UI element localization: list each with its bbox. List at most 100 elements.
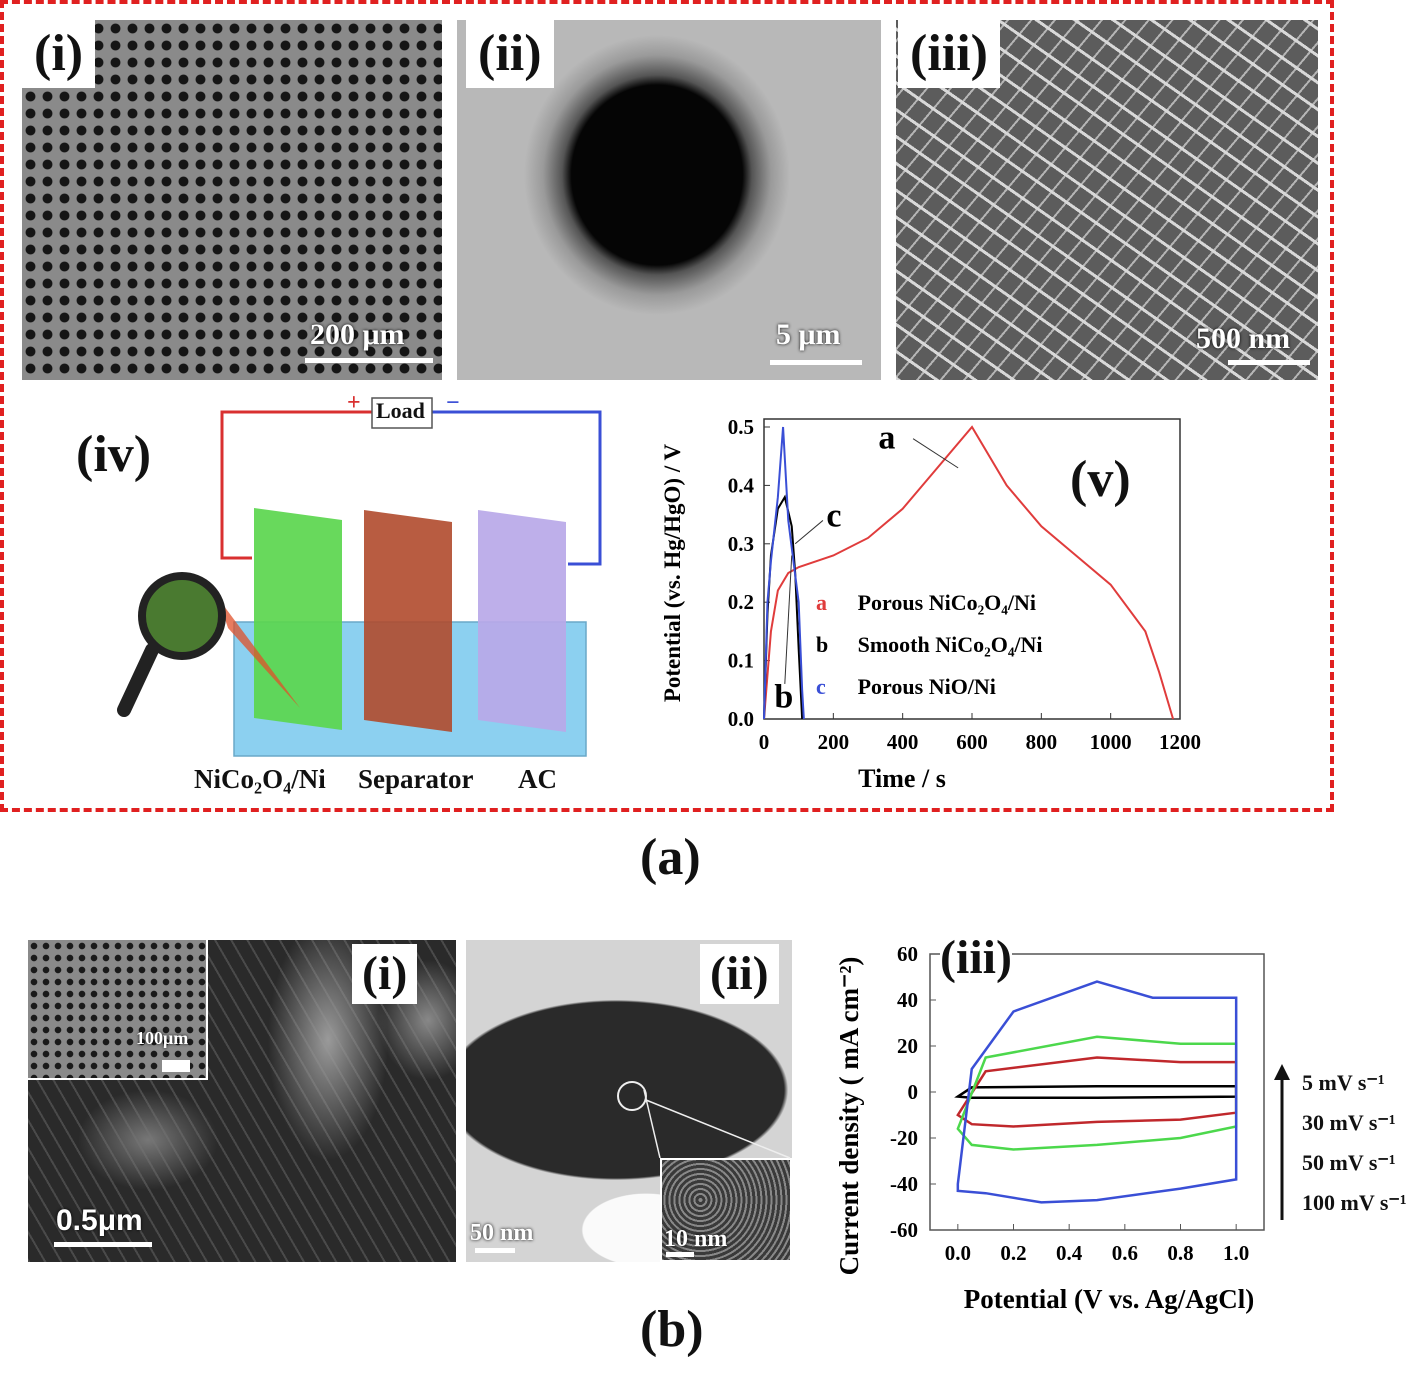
- scale-label: 0.5μm: [56, 1204, 143, 1237]
- separator-membrane: [364, 510, 452, 732]
- gcd-chart: 0 200 400 600 800 1000 1200 0.0 0.1 0.2 0.3 0.4 0.5 T…: [660, 415, 1201, 793]
- y-tick-label: 0.5: [728, 415, 754, 439]
- panel-a-iii-label: (iii): [898, 20, 1000, 88]
- negative-wire: [432, 410, 602, 566]
- y-tick-label: 60: [897, 942, 918, 966]
- legend-key: b: [816, 632, 828, 657]
- y-tick-label: -60: [890, 1218, 918, 1242]
- x-axis-label: Time / s: [858, 764, 946, 793]
- inset-scale-bar: [162, 1060, 190, 1072]
- scale-bar: [770, 360, 862, 365]
- panel-b-i-label: (i): [352, 944, 418, 1004]
- magnifier-icon: [138, 572, 226, 660]
- y-tick-label: 0.0: [728, 707, 754, 731]
- x-tick-label: 0: [759, 730, 770, 754]
- series-line-c: [763, 426, 805, 720]
- electrode-label-separator: Separator: [358, 764, 474, 794]
- scan-rate-label: 5 mV s⁻¹: [1302, 1070, 1385, 1095]
- y-tick-label: 0.2: [728, 590, 754, 614]
- tem-inset-lattice: [660, 1158, 792, 1262]
- annotation-arrow: [794, 520, 824, 545]
- y-tick-label: 0.1: [728, 649, 754, 673]
- scale-label: 50 nm: [470, 1220, 534, 1246]
- load-box: [371, 397, 433, 429]
- y-tick-label: 0: [908, 1080, 919, 1104]
- sem-image-single-pore: [457, 20, 881, 380]
- x-tick-label: 0.8: [1167, 1241, 1193, 1265]
- scan-rate-arrow-icon: [1274, 1064, 1290, 1220]
- magnifier-handle: [117, 643, 159, 717]
- scale-label: 5 μm: [776, 318, 841, 351]
- annotation-a: a: [878, 420, 895, 457]
- y-tick-label: 40: [897, 988, 918, 1012]
- cv-loop: [956, 1056, 1238, 1128]
- zoom-cone: [218, 598, 300, 708]
- annotation-arrow: [912, 438, 959, 469]
- panel-a-ii-label: (ii): [466, 20, 554, 88]
- positive-wire: [220, 410, 372, 560]
- annotation-c: c: [826, 497, 841, 534]
- x-tick-label: 200: [818, 730, 850, 754]
- electrode-label-ac: AC: [518, 764, 557, 794]
- x-tick-label: 1000: [1090, 730, 1132, 754]
- legend-text: Porous NiCo₂O₄/Ni: [858, 590, 1036, 615]
- x-tick-label: 0.0: [945, 1241, 971, 1265]
- x-tick-label: 0.2: [1000, 1241, 1026, 1265]
- annotation-b: b: [774, 678, 793, 715]
- minus-sign: −: [446, 390, 460, 416]
- cv-loop: [956, 1035, 1238, 1151]
- scale-label: 200 μm: [310, 318, 405, 351]
- cv-loop: [954, 1085, 1238, 1099]
- x-tick-label: 600: [956, 730, 988, 754]
- scan-rate-label: 30 mV s⁻¹: [1302, 1110, 1396, 1135]
- cv-loop: [956, 980, 1238, 1204]
- scale-bar: [54, 1242, 152, 1247]
- x-tick-label: 800: [1026, 730, 1058, 754]
- legend-text: Porous NiO/Ni: [858, 674, 996, 699]
- plus-sign: +: [347, 390, 361, 416]
- caption-a: (a): [640, 829, 701, 886]
- plot-frame: [929, 953, 1265, 1231]
- ac-electrode: [478, 510, 566, 732]
- x-tick-label: 0.4: [1056, 1241, 1083, 1265]
- electrode-label-nico2o4: NiCo₂O₄/Ni: [194, 764, 326, 794]
- scale-bar: [305, 358, 433, 363]
- scale-bar: [1228, 360, 1310, 365]
- panel-b-ii-label: (ii): [700, 944, 779, 1004]
- scan-rate-label: 50 mV s⁻¹: [1302, 1150, 1396, 1175]
- y-axis-label: Potential (vs. Hg/HgO) / V: [660, 443, 685, 702]
- scale-label: 500 nm: [1196, 322, 1291, 355]
- panel-a-iv-label: (iv): [76, 426, 152, 483]
- zoom-line: [645, 1099, 791, 1159]
- panel-a-frame: [0, 0, 1334, 812]
- zoom-line: [643, 1089, 661, 1159]
- y-tick-label: -20: [890, 1126, 918, 1150]
- y-tick-label: 0.3: [728, 532, 754, 556]
- supercapacitor-schematic: [117, 397, 602, 757]
- cv-chart: 0.0 0.2 0.4 0.6 0.8 1.0 60 40 20 0 -20 -40 -60 Potent…: [834, 942, 1265, 1314]
- nico2o4-electrode: [254, 508, 342, 730]
- x-tick-label: 1.0: [1223, 1241, 1249, 1265]
- inset-scale-label: 100μm: [136, 1028, 189, 1048]
- x-tick-label: 400: [887, 730, 919, 754]
- legend-key: c: [816, 674, 826, 699]
- annotation-arrow: [784, 555, 793, 684]
- scan-rate-label: 100 mV s⁻¹: [1302, 1190, 1407, 1215]
- caption-b: (b): [640, 1301, 704, 1358]
- load-label: Load: [376, 398, 425, 423]
- y-axis-label: Current density ( mA cm⁻²): [834, 957, 864, 1276]
- series-line-a: [763, 425, 1175, 720]
- y-tick-label: 20: [897, 1034, 918, 1058]
- y-tick-label: 0.4: [728, 473, 755, 497]
- x-tick-label: 0.6: [1112, 1241, 1138, 1265]
- panel-a-v-label: (v): [1070, 451, 1131, 508]
- legend-key: a: [816, 590, 827, 615]
- panel-b-iii-label: (iii): [940, 930, 1012, 985]
- x-tick-label: 1200: [1159, 730, 1201, 754]
- legend-text: Smooth NiCo₂O₄/Ni: [858, 632, 1043, 657]
- tem-zoom-lines: [617, 1081, 791, 1159]
- tem-zoom-circle: [617, 1081, 647, 1111]
- inset-scale-label: 10 nm: [664, 1226, 728, 1252]
- sem-inset-pores: [28, 940, 208, 1080]
- x-axis-label: Potential (V vs. Ag/AgCl): [964, 1284, 1255, 1314]
